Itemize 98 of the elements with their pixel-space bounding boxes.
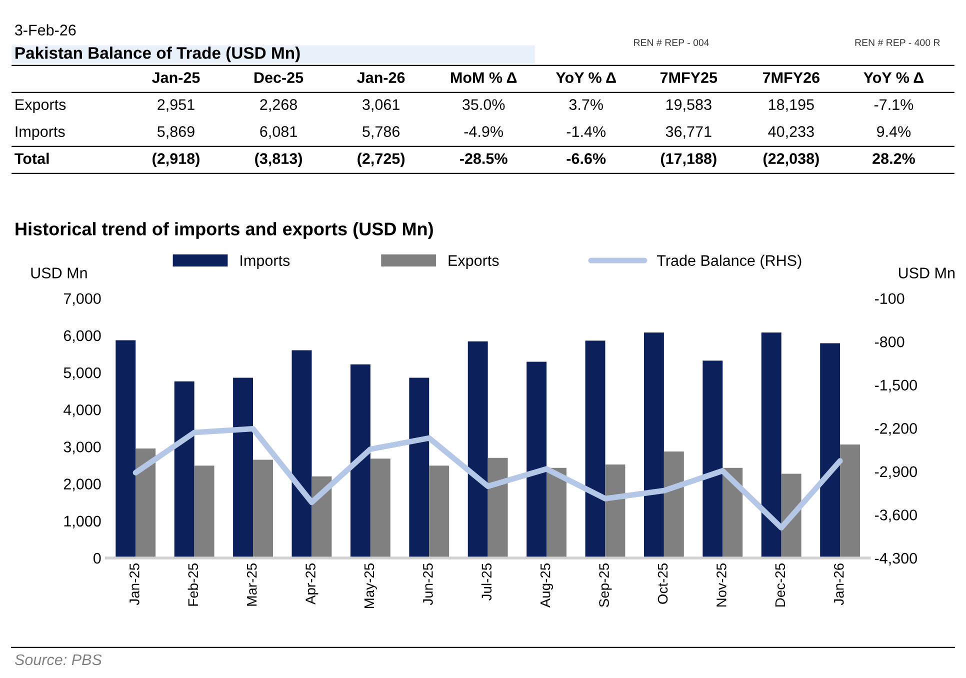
category-label: Imports — [16, 126, 65, 140]
text: REN # REP - 400 R — [855, 39, 940, 46]
y-tick-label: 4,000 — [64, 404, 101, 418]
x-tick-label: Dec-25 — [775, 563, 786, 606]
y-tick-label: 2,000 — [64, 478, 101, 492]
text: 5,869 — [157, 126, 194, 139]
bar — [174, 381, 194, 558]
y2-tick-label: -2,900 — [874, 466, 917, 479]
y2-tick-label: -2,200 — [874, 423, 917, 436]
bar — [233, 378, 254, 558]
text: 9.4% — [877, 126, 911, 137]
legend-label: Imports — [240, 255, 290, 269]
text: (17,188) — [660, 152, 716, 168]
y2-tick-label: -100 — [874, 293, 904, 304]
x-tick-label: Jan-25 — [130, 563, 140, 606]
text: -1.4% — [566, 126, 606, 137]
category-label: MoM % Δ — [450, 72, 517, 83]
bar — [702, 360, 723, 558]
bar — [253, 460, 273, 558]
text: REN # REP - 004 — [634, 39, 709, 46]
text: 18,195 — [768, 99, 814, 112]
legend-label: Exports — [448, 255, 499, 269]
text: 3-Feb-26 — [15, 24, 76, 36]
y2-tick-label: -800 — [874, 336, 904, 348]
y-tick-label: 5,000 — [64, 367, 101, 380]
category-label: Jan-26 — [357, 72, 405, 83]
text: 2,951 — [158, 99, 194, 112]
category-label: Dec-25 — [254, 72, 304, 83]
text: 36,771 — [666, 126, 712, 139]
y2-tick-label: -3,600 — [874, 510, 917, 522]
text: 5,786 — [362, 126, 400, 139]
bar — [526, 362, 547, 558]
bar — [664, 452, 684, 558]
category-label: Total — [14, 152, 49, 164]
y-tick-label: 6,000 — [64, 330, 101, 343]
text: -28.5% — [460, 153, 508, 164]
text: 40,233 — [768, 126, 814, 139]
text: 19,583 — [666, 99, 712, 112]
bar — [409, 378, 430, 558]
text: -4.9% — [464, 126, 503, 137]
text: -7.1% — [874, 99, 914, 110]
x-tick-label: Sep-25 — [599, 563, 612, 608]
text: (22,038) — [763, 152, 819, 168]
bar — [761, 332, 782, 558]
text: 35.0% — [462, 99, 505, 110]
text: 28.2% — [872, 153, 915, 164]
category-label: Exports — [16, 99, 66, 114]
text: 2,268 — [260, 99, 297, 112]
bar — [585, 340, 606, 558]
y-tick-label: 1,000 — [64, 516, 101, 528]
x-tick-label: May-25 — [364, 563, 377, 608]
text: 3.7% — [569, 99, 603, 110]
bar — [350, 364, 370, 558]
category-label: Jan-25 — [152, 72, 200, 83]
x-tick-label: Oct-25 — [658, 563, 668, 604]
bar — [136, 448, 156, 558]
x-tick-label: Feb-25 — [188, 563, 198, 606]
y-tick-label: 3,000 — [64, 442, 101, 454]
category-label: 7MFY26 — [762, 72, 820, 83]
bar — [644, 332, 664, 558]
bar — [722, 468, 743, 558]
y-axis-title: USD Mn — [31, 268, 87, 278]
text: 3,061 — [362, 99, 400, 112]
bar — [840, 444, 860, 558]
x-tick-label: Mar-25 — [246, 563, 257, 606]
bar — [488, 458, 508, 558]
text: (2,918) — [152, 152, 200, 168]
bar — [194, 466, 214, 558]
text: (2,725) — [358, 152, 405, 168]
bar — [605, 464, 626, 558]
bar — [116, 340, 136, 558]
legend-label: Trade Balance (RHS) — [657, 254, 802, 269]
y2-tick-label: -4,300 — [874, 552, 917, 566]
x-tick-label: Apr-25 — [306, 563, 318, 605]
y-tick-label: 7,000 — [64, 293, 101, 306]
y-tick-label: 0 — [94, 552, 101, 564]
x-tick-label: Jul-25 — [481, 563, 492, 600]
x-tick-label: Jan-26 — [834, 563, 844, 606]
bar — [546, 468, 566, 558]
y2-tick-label: -1,500 — [874, 380, 917, 392]
category-label: 7MFY25 — [660, 72, 718, 83]
category-label: YoY % Δ — [864, 72, 924, 83]
bar — [370, 458, 390, 558]
category-label: YoY % Δ — [556, 72, 616, 83]
bar — [429, 466, 450, 558]
x-tick-label: Nov-25 — [716, 563, 726, 606]
text: (3,813) — [255, 152, 302, 168]
y2-axis-title: USD Mn — [898, 268, 955, 278]
text: Pakistan Balance of Trade (USD Mn) — [16, 46, 300, 62]
bar — [292, 350, 312, 558]
chart-title: Historical trend of imports and exports (USD Mn) — [16, 222, 433, 239]
x-tick-label: Aug-25 — [540, 563, 554, 608]
text: -6.6% — [566, 153, 606, 164]
x-tick-label: Jun-25 — [423, 563, 433, 606]
bar — [468, 341, 488, 558]
source-note: Source: PBS — [14, 654, 102, 666]
bar — [820, 343, 840, 558]
text: 6,081 — [260, 126, 297, 139]
